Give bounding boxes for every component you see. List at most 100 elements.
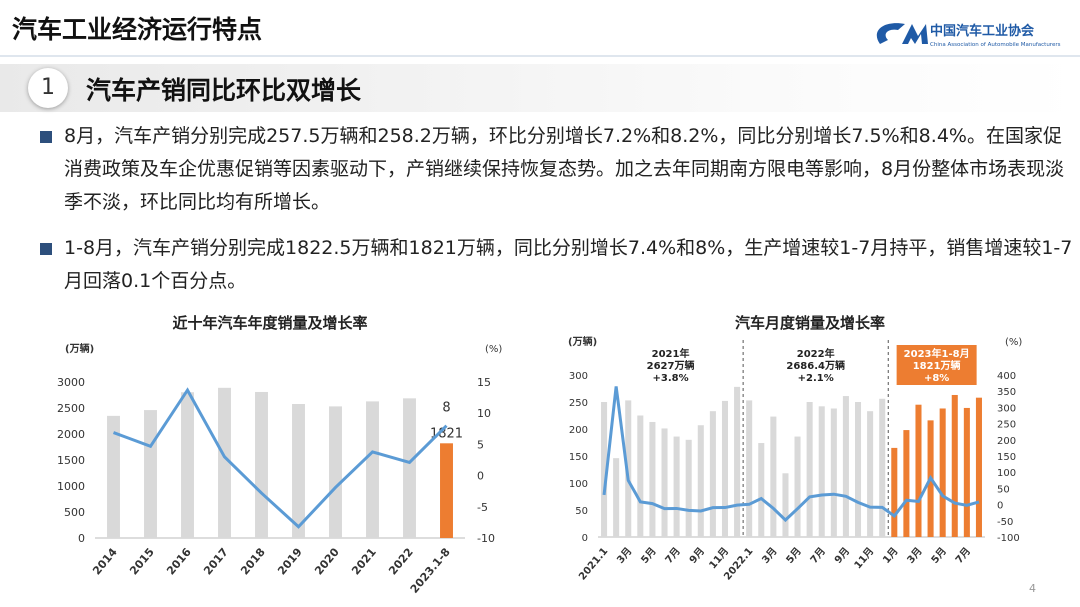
- bullet: 8月，汽车产销分别完成257.5万辆和258.2万辆，环比分别增长7.2%和8.…: [40, 120, 1074, 219]
- y-tick-label: 500: [64, 506, 85, 519]
- annotation: +3.8%: [653, 373, 689, 384]
- bar: [709, 411, 716, 537]
- bar: [782, 473, 789, 537]
- x-tick-label: 2014: [90, 545, 120, 577]
- bar: [891, 447, 898, 537]
- x-tick-label: 7月: [953, 545, 973, 566]
- bar: [963, 407, 970, 537]
- annotation: +2.1%: [798, 373, 834, 384]
- bar: [830, 408, 837, 537]
- header-deco: 中国汽车工业协会 China Association of Automobile…: [0, 23, 1080, 57]
- bar: [975, 397, 982, 537]
- annotation: 2023年1-8月: [904, 347, 970, 360]
- bar: [292, 403, 305, 538]
- line: [602, 386, 980, 523]
- section-bar: [0, 64, 1080, 112]
- x-tick-label: 3月: [760, 545, 780, 566]
- chart-title: 近十年汽车年度销量及增长率: [172, 314, 367, 332]
- bar: [637, 415, 644, 537]
- logo-name: 中国汽车工业协会: [930, 23, 1035, 39]
- y2-axis-label: (%): [485, 344, 502, 355]
- x-tick-label: 5月: [784, 545, 804, 566]
- x-tick-label: 3月: [905, 545, 925, 566]
- bar: [181, 392, 194, 538]
- bar: [939, 408, 946, 537]
- y2-tick-label: 150: [997, 452, 1016, 463]
- x-tick-label: 1月: [880, 545, 900, 566]
- bar: [758, 443, 765, 537]
- bar: [366, 401, 379, 538]
- bar: [806, 402, 813, 537]
- x-tick-label: 7月: [663, 545, 683, 566]
- annotation: +8%: [924, 373, 949, 384]
- y2-tick-label: 0: [477, 470, 484, 483]
- annotation-bg: [896, 345, 977, 385]
- y-tick-label: 0: [582, 533, 588, 544]
- bar: [255, 391, 268, 538]
- x-tick-label: 2022: [386, 546, 416, 578]
- y2-tick-label: 0: [997, 501, 1003, 512]
- bar: [329, 406, 342, 538]
- x-tick-label: 2021: [349, 546, 379, 578]
- y-axis-label: (万辆): [568, 335, 597, 348]
- y-tick-label: 200: [569, 425, 588, 436]
- bar: [854, 402, 862, 537]
- bar: [770, 416, 777, 537]
- bar: [613, 458, 620, 537]
- page-title: 汽车工业经济运行特点: [12, 15, 263, 44]
- y2-tick-label: 250: [997, 420, 1016, 431]
- y2-tick-label: 50: [997, 484, 1010, 495]
- y-tick-label: 0: [78, 532, 85, 545]
- annotation: 2021年: [652, 347, 690, 360]
- x-tick-label: 9月: [687, 545, 707, 566]
- bar: [218, 387, 231, 538]
- y-tick-label: 150: [569, 452, 588, 463]
- bar: [601, 402, 608, 537]
- bar: [440, 443, 453, 538]
- chart: 汽车月度销量及增长率 (万辆) (%) 0 50 100 150 200 250 300 -100 -…: [568, 314, 1022, 583]
- y-tick-label: 300: [569, 371, 588, 382]
- bar: [403, 398, 416, 538]
- bar: [867, 411, 874, 537]
- y2-tick-label: 100: [997, 468, 1016, 479]
- y2-tick-label: 300: [997, 403, 1016, 414]
- y-tick-label: 50: [575, 506, 588, 517]
- bar: [685, 439, 692, 537]
- x-tick-label: 2015: [127, 546, 157, 578]
- y-tick-label: 2000: [57, 428, 85, 441]
- y-tick-label: 100: [569, 479, 588, 490]
- x-tick-label: 2019: [275, 546, 305, 578]
- y2-tick-label: 200: [997, 436, 1016, 447]
- logo-mark: [902, 24, 928, 44]
- annotation: 2627万辆: [647, 359, 695, 372]
- x-tick-label: 2018: [238, 546, 268, 578]
- x-tick-label: 9月: [832, 545, 852, 566]
- x-tick-label: 5月: [929, 545, 949, 566]
- logo-sub: China Association of Automobile Manufact…: [930, 42, 1061, 48]
- bar: [661, 428, 668, 537]
- y2-tick-label: 400: [997, 371, 1016, 382]
- x-tick-label: 2016: [164, 545, 194, 577]
- y2-tick-label: -100: [997, 533, 1020, 544]
- x-tick-label: 2021.1: [577, 546, 610, 583]
- y2-tick-label: 10: [477, 407, 491, 420]
- y-axis-label: (万辆): [65, 342, 94, 355]
- bar: [879, 398, 886, 537]
- x-tick-label: 3月: [614, 545, 634, 566]
- y2-tick-label: -50: [997, 517, 1013, 528]
- bar: [951, 394, 958, 537]
- x-tick-label: 7月: [808, 545, 828, 566]
- annotation: 2022年: [797, 347, 835, 360]
- section-number: 1: [28, 68, 68, 108]
- bar: [842, 396, 849, 537]
- y2-tick-label: -5: [477, 501, 488, 514]
- y-tick-label: 3000: [57, 376, 85, 389]
- bar: [107, 415, 120, 538]
- chart: 近十年汽车年度销量及增长率 (万辆) (%) 0 500 1000 1500 2000 2500…: [57, 314, 502, 596]
- y-tick-label: 1500: [57, 454, 85, 467]
- y-tick-label: 1000: [57, 480, 85, 493]
- bar: [649, 421, 656, 537]
- x-tick-label: 5月: [639, 545, 659, 566]
- y2-tick-label: 15: [477, 376, 491, 389]
